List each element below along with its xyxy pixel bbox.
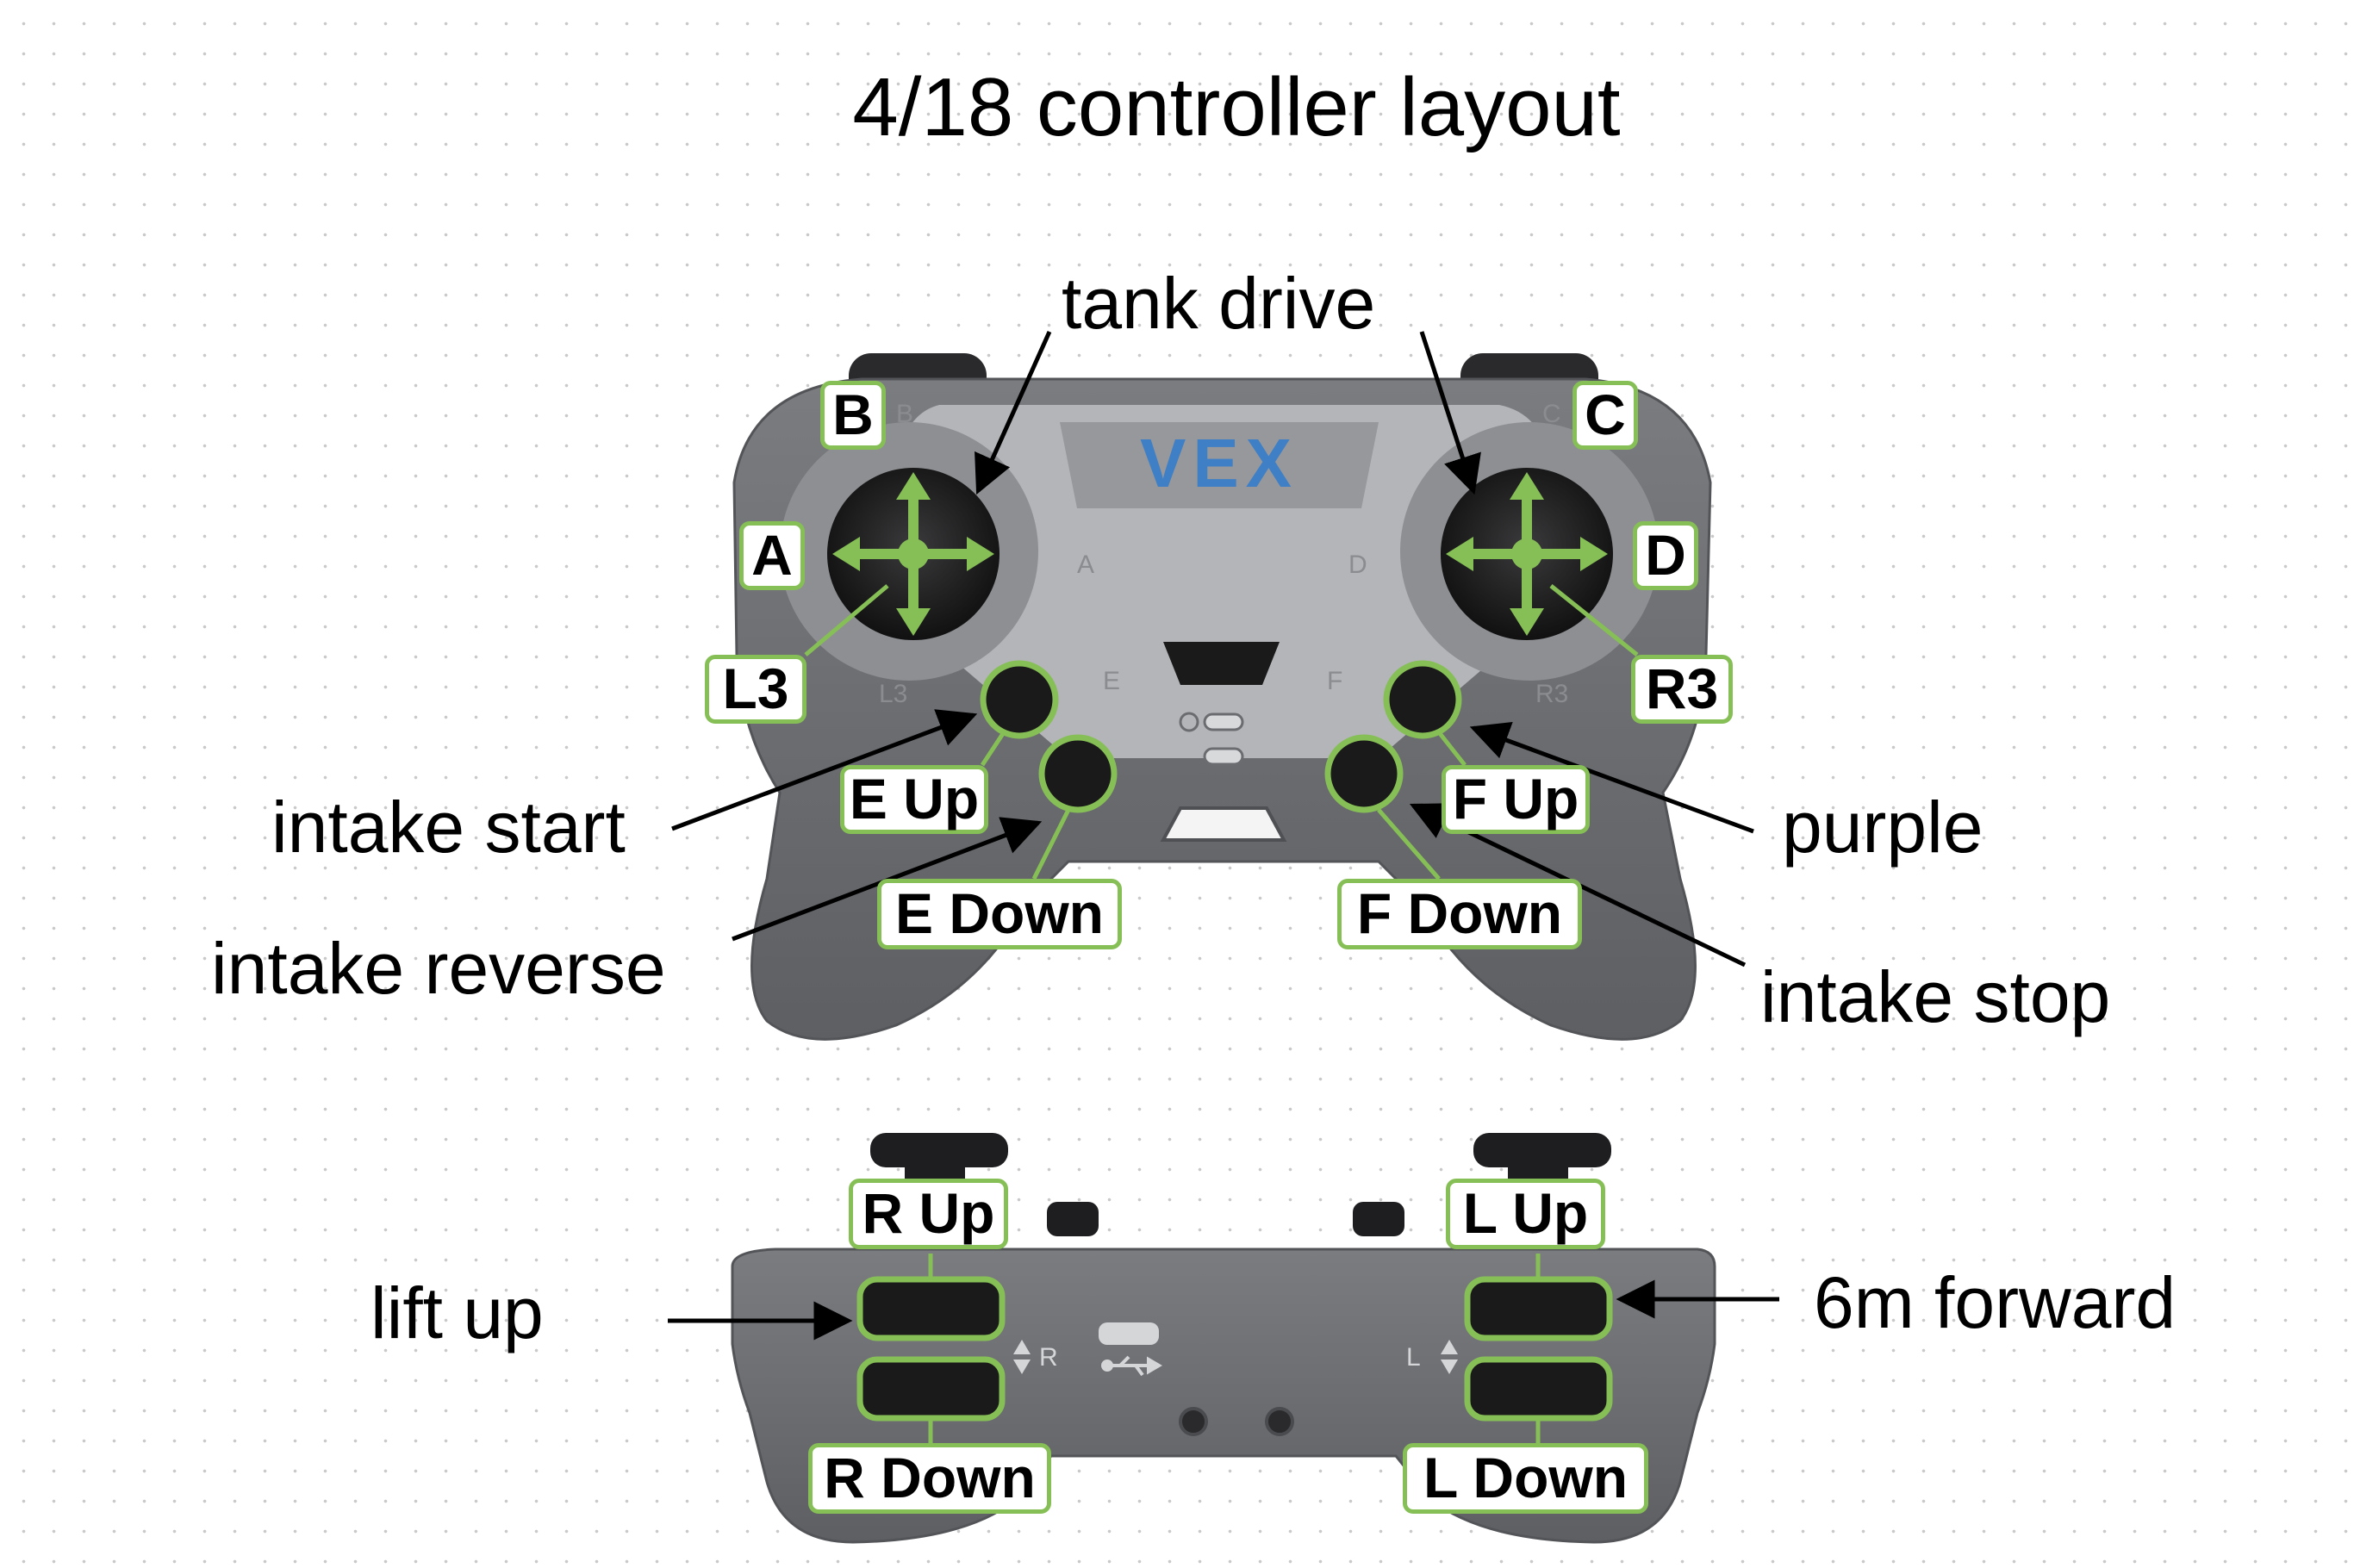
tag-f-up: F Up [1442, 765, 1590, 834]
annotation-intake-start: intake start [271, 787, 626, 868]
printed-label-r: R [1039, 1343, 1058, 1372]
l-down-button[interactable] [1464, 1356, 1613, 1422]
printed-label-d: D [1348, 551, 1367, 579]
printed-label-b: B [896, 400, 913, 428]
e-up-button[interactable] [980, 660, 1059, 739]
arrow-icon [1419, 331, 1481, 495]
e-down-button[interactable] [1038, 734, 1118, 813]
left-joystick-arrows-icon [832, 472, 994, 636]
port-left [1179, 1407, 1208, 1436]
printed-label-l3: L3 [879, 680, 907, 708]
annotation-intake-stop: intake stop [1760, 956, 2111, 1037]
port-right [1265, 1407, 1294, 1436]
annotation-intake-reverse: intake reverse [211, 928, 666, 1009]
annotation-tank-drive: tank drive [1062, 263, 1376, 344]
tag-b: B [820, 381, 886, 450]
tag-a: A [739, 521, 805, 590]
tag-r3: R3 [1631, 655, 1733, 724]
right-stick-back [1353, 1202, 1404, 1236]
l-up-button[interactable] [1464, 1276, 1613, 1341]
annotation-purple: purple [1782, 787, 1983, 868]
screen-slot [1163, 642, 1280, 685]
printed-label-l: L [1406, 1343, 1421, 1372]
logo-plate [1060, 422, 1379, 508]
right-joystick-arrows-icon [1446, 472, 1608, 636]
printed-labels: B C A D E F L3 R3 [879, 400, 1568, 708]
tag-e-down: E Down [877, 879, 1122, 949]
printed-label-e: E [1103, 667, 1120, 695]
vex-logo: VEX [1140, 425, 1298, 501]
tag-connectors-back [928, 1254, 1541, 1443]
back-printed-labels: R L [1013, 1340, 1458, 1374]
tag-r-down: R Down [808, 1443, 1051, 1514]
tag-c: C [1572, 381, 1638, 450]
tag-connectors-top [804, 584, 1639, 880]
arrow-icon [671, 709, 978, 831]
tag-l3: L3 [705, 655, 806, 724]
printed-label-c: C [1542, 400, 1561, 428]
printed-label-a: A [1077, 551, 1094, 579]
arrow-icon [975, 330, 1052, 495]
usb-icon [1101, 1355, 1162, 1377]
tag-l-up: L Up [1446, 1179, 1605, 1249]
r-down-button[interactable] [856, 1356, 1006, 1422]
arrow-icon [1469, 721, 1754, 834]
tag-f-down: F Down [1337, 879, 1582, 949]
charging-port [1160, 806, 1287, 842]
r-up-button[interactable] [856, 1276, 1006, 1341]
power-icon [1179, 712, 1199, 732]
tag-e-up: E Up [840, 765, 988, 834]
tag-r-up: R Up [849, 1179, 1008, 1249]
center-panel [896, 405, 1551, 758]
tag-l-down: L Down [1403, 1443, 1648, 1514]
left-stick-back [1047, 1202, 1099, 1236]
tag-d: D [1633, 521, 1698, 590]
f-down-button[interactable] [1324, 734, 1404, 813]
power-led [1203, 712, 1244, 731]
battery-slot [1099, 1322, 1159, 1345]
annotation-lift-up: lift up [371, 1272, 544, 1353]
annotation-6m-forward: 6m forward [1814, 1262, 2177, 1343]
page-title: 4/18 controller layout [852, 61, 1621, 153]
f-up-button[interactable] [1383, 660, 1462, 739]
printed-label-r3: R3 [1535, 680, 1568, 708]
link-led [1203, 747, 1244, 766]
printed-label-f: F [1327, 667, 1342, 695]
